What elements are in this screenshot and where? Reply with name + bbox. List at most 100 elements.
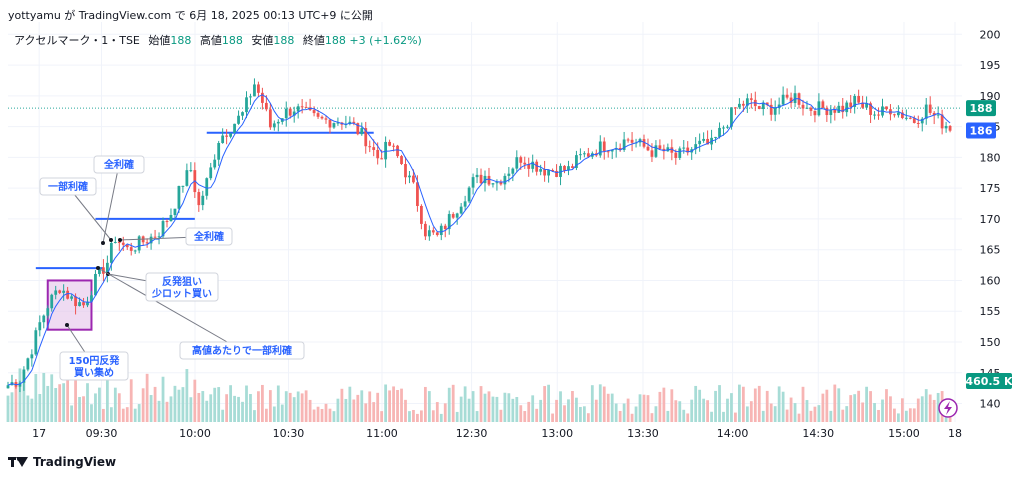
volume-bar: [610, 393, 614, 422]
candle-body: [332, 123, 336, 128]
candle-body: [38, 322, 42, 331]
candle-body: [368, 146, 372, 148]
volume-bar: [245, 385, 248, 422]
volume-bar: [471, 391, 475, 422]
candle-body: [98, 267, 101, 274]
ma-price-tag-text: 186: [970, 124, 993, 137]
volume-bar: [157, 400, 161, 422]
candle-body: [682, 147, 686, 149]
volume-bar: [304, 390, 308, 422]
y-tick-label: 190: [980, 90, 1001, 103]
candle-body: [539, 169, 543, 172]
annotation-box: [185, 227, 233, 246]
volume-bar: [654, 406, 658, 422]
candle-body: [765, 102, 769, 105]
time-axis[interactable]: 17 09:30 10:00 10:30 11:00 12:30 13:00 13:30 14:…: [32, 427, 962, 440]
volume-bar: [877, 409, 880, 422]
candle-body: [515, 157, 519, 169]
volume-bar: [459, 396, 463, 422]
candle-body: [833, 109, 837, 113]
candle-body: [177, 185, 181, 209]
candle-body: [630, 139, 634, 143]
candle-body: [618, 147, 622, 150]
volume-bar: [312, 409, 316, 422]
x-tick-label: 10:30: [273, 427, 305, 440]
volume-bar: [698, 389, 702, 422]
candle-body: [356, 123, 360, 135]
candle-body: [825, 107, 829, 116]
x-tick-label: 13:00: [541, 427, 573, 440]
tradingview-logo[interactable]: TradingView: [8, 455, 116, 469]
candle-body: [129, 247, 133, 251]
x-tick-label: 13:30: [627, 427, 659, 440]
candle-body: [241, 112, 244, 116]
candle-body: [706, 138, 709, 145]
volume-bar: [626, 398, 630, 422]
volume-bar: [352, 399, 356, 422]
volume-bar: [38, 394, 42, 422]
volume-bar: [789, 397, 793, 422]
high-value: 188: [221, 34, 243, 47]
candle-body: [730, 107, 733, 127]
volume-bar: [153, 386, 157, 422]
candle-body: [300, 106, 304, 108]
candle-body: [877, 114, 880, 116]
x-tick-label: 14:30: [802, 427, 834, 440]
volume-bar: [805, 400, 809, 422]
volume-bar: [809, 410, 813, 422]
volume-bar: [547, 384, 550, 422]
y-tick-label: 180: [980, 151, 1001, 164]
volume-bar: [900, 398, 904, 422]
candle-body: [678, 148, 682, 158]
candle-body: [912, 118, 916, 123]
candle-body: [789, 97, 793, 104]
volume-bar: [30, 398, 34, 422]
y-tick-label: 155: [980, 305, 1001, 318]
candle-body: [372, 147, 376, 150]
volume-bar: [431, 410, 435, 422]
volume-bar: [165, 401, 169, 422]
candle-body: [70, 296, 73, 299]
volume-bar: [908, 408, 912, 422]
annotation-anchor-dot: [109, 238, 113, 242]
candle-body: [527, 164, 531, 169]
x-tick-label: 10:00: [179, 427, 211, 440]
volume-bar: [571, 390, 574, 422]
candle-body: [948, 125, 952, 131]
moving-average-line: [7, 94, 951, 386]
volume-bar: [718, 385, 721, 422]
volume-bar: [54, 388, 58, 422]
price-axis[interactable]: 140145150155160165170175180185190195200: [980, 28, 1001, 410]
volume-tag: 460.5 K: [965, 373, 1013, 389]
volume-bar: [221, 409, 225, 422]
x-tick-label: 17: [32, 427, 46, 440]
volume-bar: [34, 374, 38, 422]
y-tick-label: 165: [980, 244, 1001, 257]
candle-body: [109, 242, 113, 263]
candle-body: [276, 121, 280, 124]
volume-bar: [825, 389, 829, 422]
volume-bar: [579, 406, 582, 422]
volume-tag-bg: [966, 373, 1012, 389]
annotation-box: [59, 351, 129, 381]
symbol-name[interactable]: アクセルマーク・1・TSE: [14, 34, 140, 47]
candle-body: [459, 206, 463, 214]
candle-body: [936, 114, 940, 116]
volume-bar: [392, 386, 395, 422]
volume-tag-text: 460.5 K: [965, 375, 1013, 388]
candle-body: [423, 223, 427, 237]
volume-bar: [658, 391, 662, 422]
volume-bar: [74, 377, 77, 422]
volume-bar: [332, 411, 336, 422]
volume-bar: [503, 392, 507, 422]
x-tick-label: 09:30: [86, 427, 118, 440]
candle-body: [268, 109, 272, 128]
candle-body: [547, 170, 550, 176]
volume-bar: [416, 413, 419, 422]
candle-body: [431, 230, 435, 233]
volume-bar: [563, 405, 566, 422]
volume-bar: [404, 399, 407, 422]
candle-body: [82, 302, 85, 306]
